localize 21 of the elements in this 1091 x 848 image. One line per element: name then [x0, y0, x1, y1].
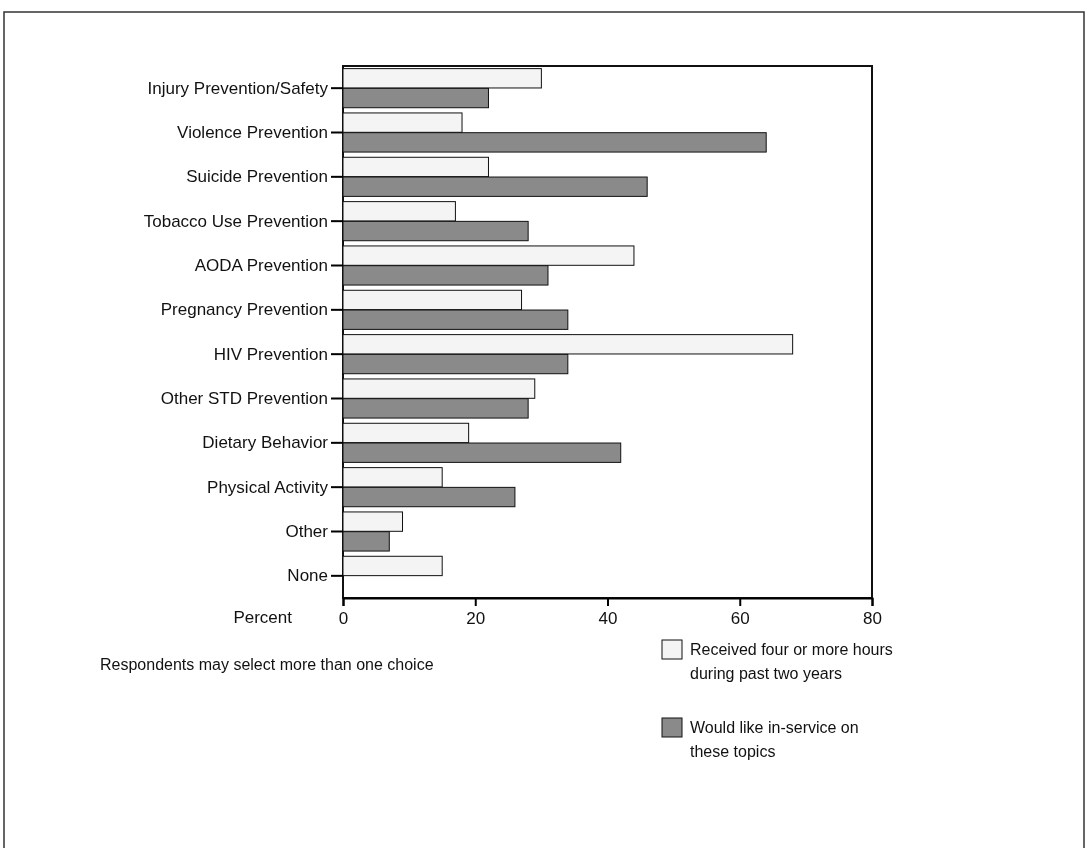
- y-tick-label: Violence Prevention: [177, 122, 328, 142]
- y-tick-label: None: [287, 566, 328, 586]
- y-tick-label: Other STD Prevention: [160, 388, 328, 408]
- y-tick-label: Injury Prevention/Safety: [147, 78, 329, 98]
- x-axis-title: Percent: [233, 608, 293, 627]
- x-tick-label: 40: [598, 609, 618, 629]
- text: Respondents may select more than one choice: [100, 656, 434, 673]
- x-tick-label: 80: [863, 609, 882, 629]
- x-tick-label: 20: [466, 609, 486, 629]
- x-tick-label: 0: [338, 609, 349, 629]
- y-tick-label: Other: [285, 521, 329, 541]
- legend-label: Received four or more hours during past two years: [690, 641, 893, 682]
- y-tick-label: HIV Prevention: [213, 344, 328, 364]
- y-tick-label: Tobacco Use Prevention: [143, 211, 328, 231]
- y-tick-label: Suicide Prevention: [186, 167, 328, 187]
- legend-label: Would like in-service on these topics: [690, 719, 859, 760]
- x-tick-label: 60: [730, 609, 750, 629]
- y-tick-label: AODA Prevention: [194, 255, 328, 275]
- y-tick-label: Pregnancy Prevention: [160, 300, 328, 320]
- y-tick-label: Dietary Behavior: [202, 433, 329, 453]
- y-tick-label: Physical Activity: [207, 477, 329, 497]
